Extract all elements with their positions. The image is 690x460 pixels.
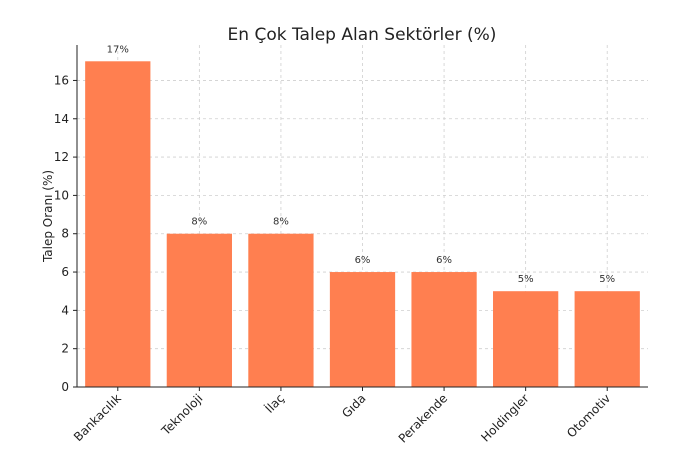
bar — [411, 272, 477, 387]
y-tick-label: 0 — [61, 380, 69, 394]
y-axis-ticks: 0 2 4 6 8 10 12 14 16 — [54, 73, 77, 394]
bar — [85, 61, 151, 388]
y-tick-label: 10 — [54, 188, 69, 202]
bar-data-label: 17% — [107, 44, 129, 55]
y-tick-label: 16 — [54, 73, 69, 87]
x-tick-label: Bankacılık — [71, 391, 124, 444]
bar — [329, 272, 396, 387]
y-tick-label: 12 — [54, 150, 69, 164]
bar-data-label: 8% — [191, 217, 207, 228]
x-tick-label: Perakende — [396, 391, 450, 445]
y-axis-label: Talep Oranı (%) — [41, 170, 55, 263]
x-tick-label: Teknoloji — [158, 391, 205, 438]
y-tick-label: 6 — [61, 265, 69, 279]
bar-data-label: 6% — [436, 255, 452, 266]
x-tick-label: İlaç — [262, 391, 287, 416]
bar-data-label: 6% — [355, 255, 371, 266]
x-tick-label: Gıda — [339, 391, 368, 420]
chart-title: En Çok Talep Alan Sektörler (%) — [228, 25, 497, 45]
bar — [166, 233, 232, 387]
bar — [493, 291, 559, 387]
y-tick-label: 14 — [54, 112, 69, 126]
bar-data-label: 8% — [273, 217, 289, 228]
bar — [574, 291, 640, 387]
x-tick-label: Holdingler — [478, 391, 531, 444]
data-labels: 17% 8% 8% 6% 6% 5% 5% — [107, 44, 615, 285]
y-tick-label: 4 — [61, 303, 69, 317]
x-axis-ticks: Bankacılık Teknoloji İlaç Gıda Perakende Hold… — [71, 387, 613, 446]
y-tick-label: 8 — [61, 227, 69, 241]
bars — [85, 61, 640, 388]
bar — [248, 233, 314, 387]
y-tick-label: 2 — [61, 342, 69, 356]
bar-data-label: 5% — [518, 274, 534, 285]
x-tick-label: Otomotiv — [564, 391, 613, 440]
bar-data-label: 5% — [599, 274, 615, 285]
